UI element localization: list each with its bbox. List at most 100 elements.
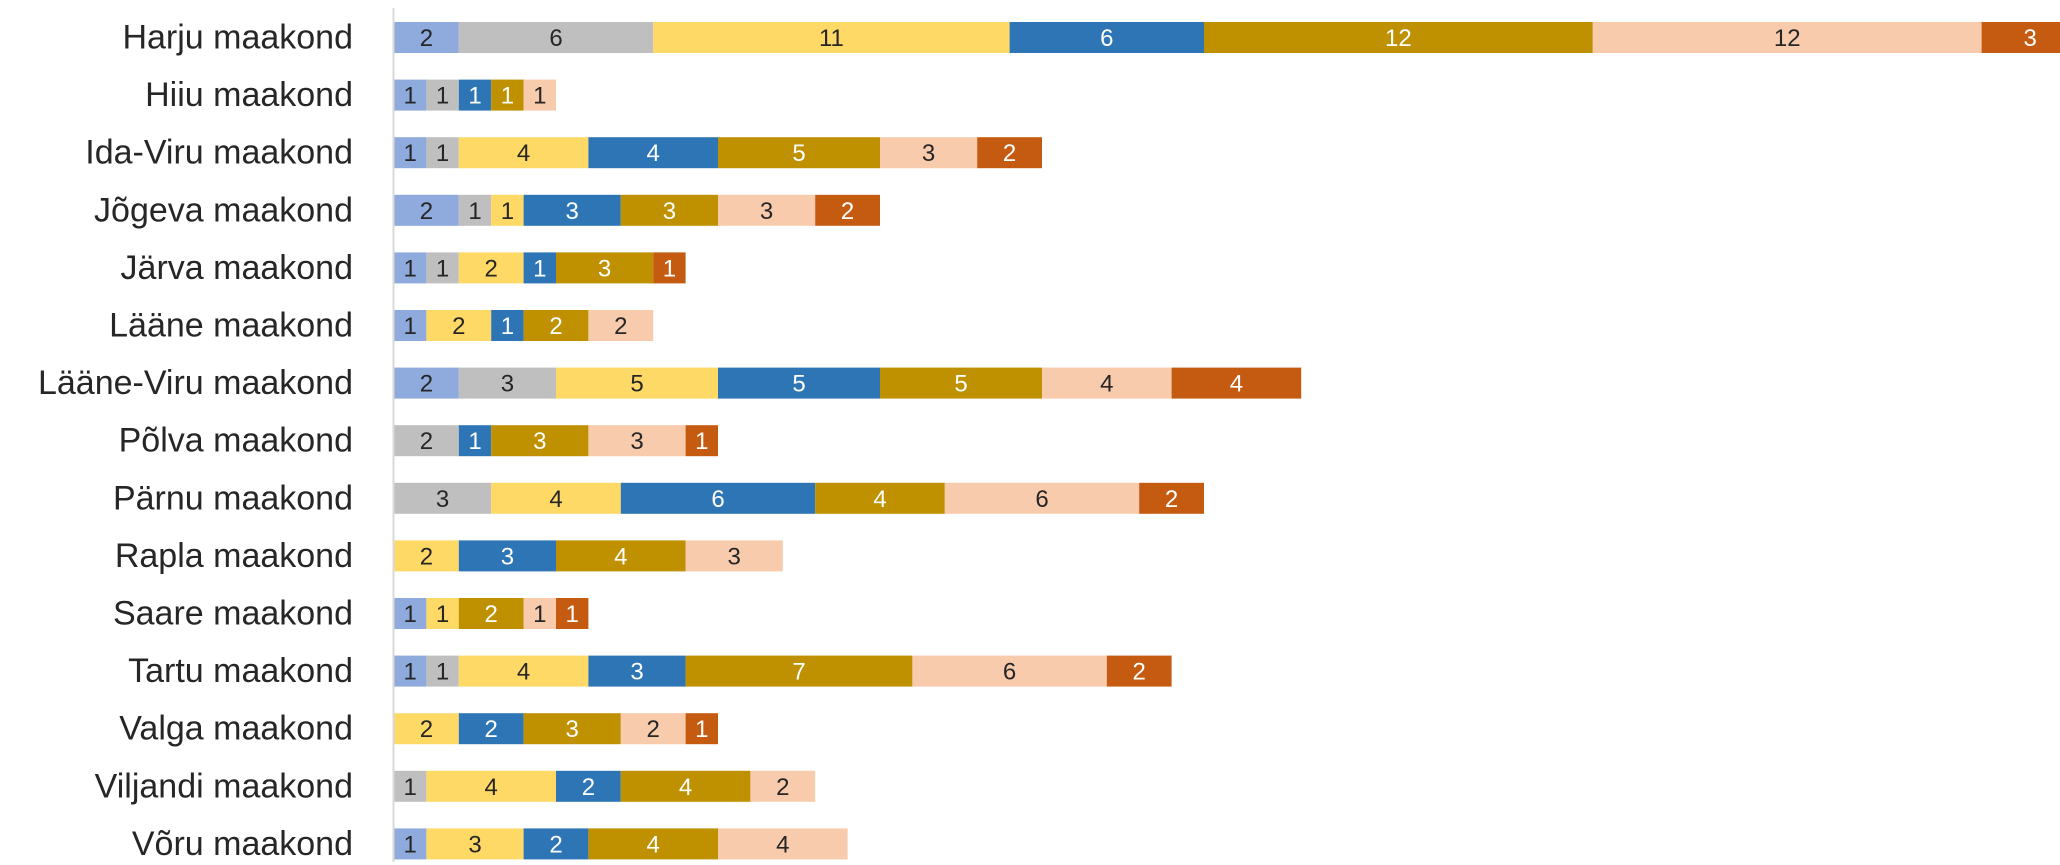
data-label: 1 [533, 255, 546, 282]
category-labels: Harju maakond Hiiu maakond Ida-Viru maakon… [38, 19, 353, 863]
data-label: 11 [819, 25, 844, 52]
bar-segment [458, 655, 589, 687]
data-label: 2 [841, 198, 854, 225]
data-label: 2 [1133, 659, 1146, 686]
bar-segment [718, 367, 880, 399]
data-label: 3 [436, 486, 449, 513]
data-label: 3 [501, 543, 514, 570]
data-label: 1 [501, 83, 514, 110]
bar-segment [653, 22, 1010, 53]
bar-segment [620, 194, 718, 226]
data-label: 1 [436, 255, 449, 282]
data-label: 6 [1100, 25, 1113, 52]
data-label: 4 [485, 774, 498, 801]
bar-segment [1171, 367, 1302, 399]
bar-segment [944, 482, 1140, 514]
bar-segment [523, 828, 589, 860]
data-label: 1 [533, 601, 546, 628]
bar-segment [491, 310, 524, 341]
bar-segment [458, 367, 556, 399]
bar-segment [394, 137, 427, 169]
bar-segment [718, 194, 816, 226]
category-label: Ida-Viru maakond [85, 134, 353, 172]
data-label: 4 [1230, 371, 1243, 398]
bar-segment [426, 770, 556, 802]
data-label: 3 [663, 198, 676, 225]
bar-segment [523, 252, 556, 284]
bar-segment [394, 425, 459, 457]
bar-segment [1009, 22, 1204, 53]
category-label: Lääne maakond [109, 307, 353, 345]
data-label: 2 [1165, 486, 1178, 513]
bar-segment [588, 310, 654, 341]
bar-segment [685, 655, 913, 687]
bar-segment [394, 655, 427, 687]
data-label: 3 [566, 716, 579, 743]
bar-segment [1106, 655, 1172, 687]
data-label: 1 [404, 83, 417, 110]
bar-segment [1042, 367, 1172, 399]
bar-segment [880, 367, 1042, 399]
category-label: Saare maakond [113, 595, 353, 633]
bar-segment [394, 194, 459, 226]
bar-segment [426, 310, 492, 341]
data-label: 1 [695, 716, 708, 743]
bar-segment [394, 770, 427, 802]
bar-segment [491, 79, 524, 111]
data-label: 4 [873, 486, 886, 513]
data-label: 4 [549, 486, 562, 513]
bar-segment [880, 137, 978, 169]
category-label: Harju maakond [122, 19, 353, 57]
bar-segment [912, 655, 1107, 687]
bar-segment [458, 598, 524, 629]
data-label: 1 [501, 198, 514, 225]
data-label: 2 [776, 774, 789, 801]
data-label: 2 [420, 428, 433, 455]
data-label: 4 [647, 831, 660, 858]
data-label: 3 [566, 198, 579, 225]
data-label: 2 [647, 716, 660, 743]
bar-segment [685, 713, 718, 745]
bar-segment [458, 137, 589, 169]
data-label: 3 [468, 831, 481, 858]
data-label: 5 [630, 371, 643, 398]
data-label: 3 [2024, 25, 2037, 52]
bar-segment [556, 540, 686, 572]
bar-segment [394, 598, 427, 629]
bar-segment [394, 828, 427, 860]
data-label: 1 [436, 140, 449, 167]
data-label: 6 [1035, 486, 1048, 513]
bar-segments [394, 22, 2060, 860]
data-label: 2 [452, 313, 465, 340]
data-label: 1 [501, 313, 514, 340]
bar-segment [1981, 22, 2060, 53]
data-label: 3 [922, 140, 935, 167]
bar-segment [556, 367, 718, 399]
data-label: 1 [404, 659, 417, 686]
data-label: 6 [711, 486, 724, 513]
data-label: 2 [420, 198, 433, 225]
bar-segment [1139, 482, 1204, 514]
data-label: 1 [404, 601, 417, 628]
data-label: 1 [468, 428, 481, 455]
bar-segment [523, 713, 621, 745]
category-label: Tartu maakond [128, 652, 353, 690]
bar-segment [1592, 22, 1982, 53]
data-label: 1 [404, 313, 417, 340]
bar-segment [588, 828, 718, 860]
bar-segment [1204, 22, 1593, 53]
data-label: 2 [614, 313, 627, 340]
data-label: 2 [485, 601, 498, 628]
data-label: 2 [549, 313, 562, 340]
bar-segment [458, 425, 492, 457]
data-label: 3 [598, 255, 611, 282]
bar-segment [394, 713, 459, 745]
category-label: Jõgeva maakond [94, 191, 353, 229]
bar-segment [394, 367, 459, 399]
bar-segment [718, 828, 848, 860]
bar-segment [556, 252, 654, 284]
bar-segment [394, 310, 427, 341]
data-label: 12 [1385, 25, 1412, 52]
bar-segment [426, 828, 524, 860]
